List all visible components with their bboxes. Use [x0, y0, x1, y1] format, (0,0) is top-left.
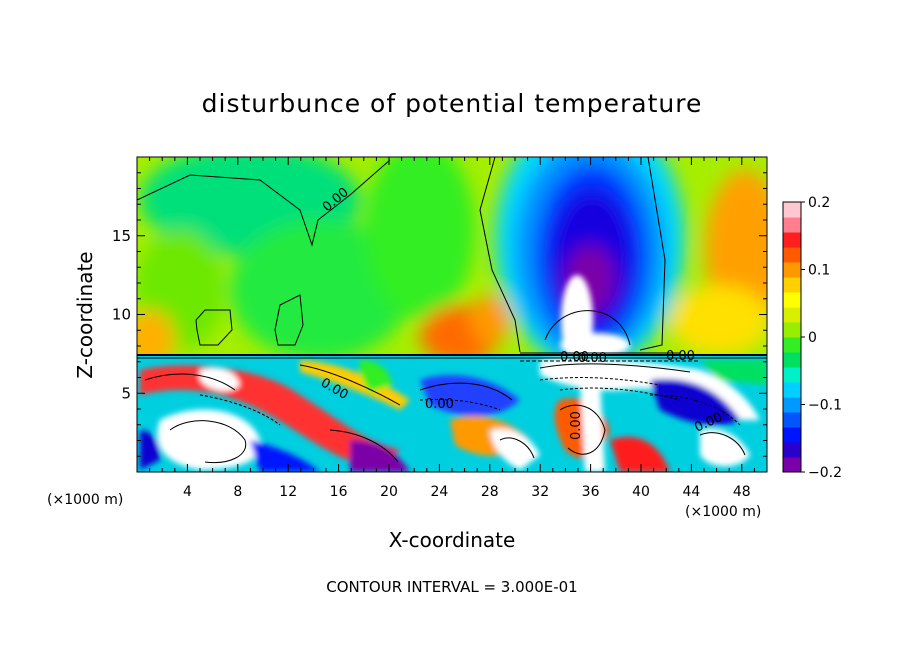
- x-tick-label: 12: [279, 484, 297, 500]
- colorbar-tick-label: 0: [808, 330, 817, 346]
- x-unit-note-right: (×1000 m): [685, 504, 761, 520]
- x-axis-label: X-coordinate: [389, 528, 516, 552]
- colorbar-swatch: [783, 337, 801, 353]
- colorbar-swatch: [783, 442, 801, 458]
- x-unit-note-left: (×1000 m): [47, 492, 123, 508]
- x-tick-label: 48: [733, 484, 751, 500]
- colorbar-swatch: [783, 367, 801, 383]
- colorbar: 0.2 0.1 0 −0.1 −0.2: [782, 195, 842, 481]
- x-tick-label: 20: [380, 484, 398, 500]
- colorbar-swatch: [783, 277, 801, 293]
- colorbar-swatch: [783, 397, 801, 413]
- colorbar-swatch: [783, 382, 801, 398]
- x-tick-label: 36: [582, 484, 600, 500]
- chart-title: disturbunce of potential temperature: [202, 89, 703, 118]
- colorbar-tick-label: 0.1: [808, 263, 830, 279]
- contour-label: 0.00: [560, 350, 589, 365]
- x-axis-ticks: 4 8 12 16 20 24 28 32 36 40 44 48: [149, 157, 755, 500]
- colorbar-swatch: [783, 322, 801, 338]
- y-tick-label: 15: [112, 227, 131, 245]
- colorbar-swatch: [783, 412, 801, 428]
- y-tick-label: 5: [121, 384, 131, 402]
- colorbar-swatch: [783, 232, 801, 248]
- contour-label: 0.00: [666, 349, 695, 364]
- colorbar-tick-label: −0.2: [808, 465, 842, 481]
- contour-label: 0.00: [425, 397, 454, 412]
- y-tick-label: 10: [112, 306, 131, 324]
- x-tick-label: 40: [632, 484, 650, 500]
- x-tick-label: 24: [430, 484, 448, 500]
- colorbar-tick-label: −0.1: [808, 398, 842, 414]
- footer-contour-interval: CONTOUR INTERVAL = 3.000E-01: [326, 578, 577, 596]
- colorbar-swatch: [783, 457, 801, 473]
- colorbar-swatch: [783, 217, 801, 233]
- colorbar-swatch: [783, 247, 801, 263]
- colorbar-swatch: [783, 427, 801, 443]
- x-tick-label: 8: [233, 484, 242, 500]
- x-tick-label: 16: [330, 484, 348, 500]
- colorbar-swatch: [783, 292, 801, 308]
- plot-area: 0.00 0.00 0.00 0.00 0.00 0.00 0.00 0.00: [137, 157, 767, 472]
- colorbar-swatch: [783, 262, 801, 278]
- colorbar-tick-label: 0.2: [808, 195, 830, 211]
- y-axis-ticks: 5 10 15: [112, 172, 767, 457]
- colorbar-swatch: [783, 307, 801, 323]
- x-tick-label: 4: [183, 484, 192, 500]
- contour-label: 0.00: [569, 411, 584, 440]
- x-tick-label: 28: [481, 484, 499, 500]
- y-axis-label: Z-coordinate: [73, 251, 97, 378]
- colorbar-swatch: [783, 202, 801, 218]
- upper-field: [137, 157, 767, 355]
- x-tick-label: 44: [682, 484, 700, 500]
- contour-label: 0.00: [578, 351, 607, 366]
- lower-turbulent-layer: [137, 355, 767, 472]
- colorbar-swatch: [783, 352, 801, 368]
- x-tick-label: 32: [531, 484, 549, 500]
